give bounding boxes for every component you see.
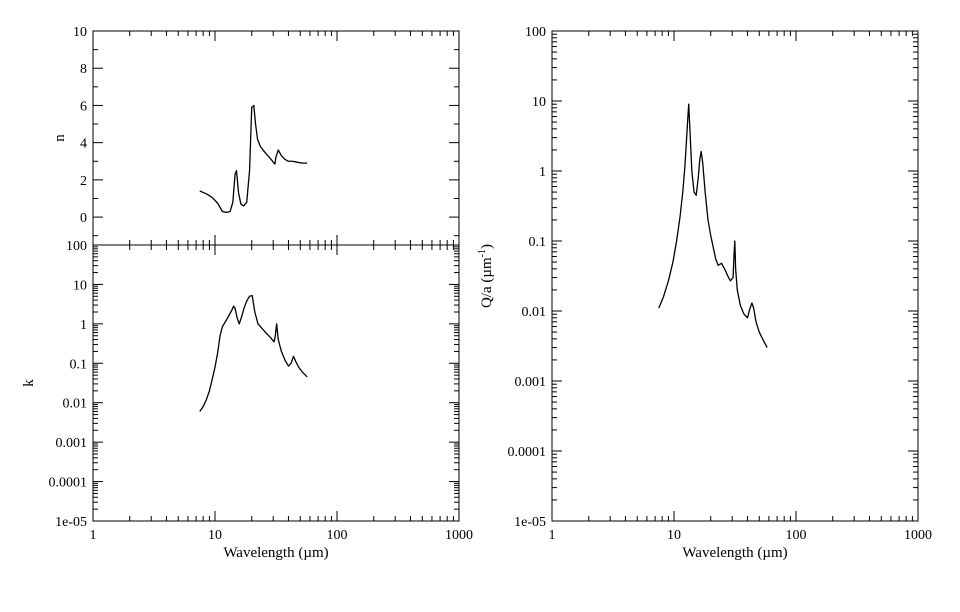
qa-y-tick-label: 0.001 bbox=[515, 375, 547, 390]
k-data-line bbox=[199, 294, 308, 412]
n-y-tick-label: 0 bbox=[80, 211, 87, 226]
qa-y-tick-label: 10 bbox=[532, 95, 546, 110]
qa-curve-layer bbox=[658, 103, 768, 348]
k-x-ticks: 1 10 100 1000 bbox=[90, 245, 473, 543]
k-x-tick-label: 1 bbox=[90, 528, 97, 543]
k-y-tick-label: 10 bbox=[73, 278, 87, 293]
k-y-tick-label: 0.0001 bbox=[49, 476, 88, 491]
qa-y-tick-label: 100 bbox=[525, 25, 546, 40]
k-x-tick-label: 10 bbox=[208, 528, 222, 543]
k-x-axis-label: Wavelength (µm) bbox=[223, 545, 328, 561]
qa-x-tick-label: 10 bbox=[667, 528, 681, 543]
n-curve-layer bbox=[199, 104, 308, 214]
k-y-tick-label: 100 bbox=[66, 239, 87, 254]
k-plot-frame bbox=[92, 244, 460, 522]
n-y-tick-label: 10 bbox=[73, 25, 87, 40]
qa-data-line bbox=[658, 103, 768, 348]
qa-y-axis-label-main: Q/a (µm bbox=[479, 257, 495, 308]
qa-x-tick-label: 1000 bbox=[904, 528, 932, 543]
k-y-tick-label: 0.1 bbox=[70, 357, 88, 372]
qa-plot-frame bbox=[551, 30, 919, 522]
n-plot-frame bbox=[92, 30, 460, 246]
k-y-tick-label: 1 bbox=[80, 318, 87, 333]
k-curve-layer bbox=[199, 294, 308, 412]
n-y-tick-label: 6 bbox=[80, 99, 87, 114]
k-y-tick-label: 0.001 bbox=[56, 436, 88, 451]
k-y-ticks: 1e-05 0.0001 0.001 0.01 0.1 1 10 100 bbox=[49, 239, 459, 530]
qa-y-tick-label: 0.1 bbox=[529, 235, 547, 250]
k-y-tick-label: 1e-05 bbox=[55, 515, 87, 530]
qa-y-tick-label: 1e-05 bbox=[514, 515, 546, 530]
n-data-line bbox=[199, 104, 308, 214]
qa-x-ticks: 1 10 100 1000 bbox=[549, 31, 932, 543]
n-y-tick-label: 4 bbox=[80, 137, 87, 152]
refractive-index-n-panel: 0 2 4 6 8 10 n bbox=[52, 25, 460, 246]
absorption-efficiency-qa-panel: 1 10 100 1000 1e-05 0.0001 0.001 0.01 0.1 1 10 100… bbox=[477, 25, 932, 561]
n-y-tick-label: 8 bbox=[80, 62, 87, 77]
n-y-axis-label: n bbox=[52, 134, 68, 142]
n-x-ticks bbox=[92, 31, 454, 245]
qa-y-ticks: 1e-05 0.0001 0.001 0.01 0.1 1 10 100 bbox=[508, 25, 918, 530]
qa-x-axis-label: Wavelength (µm) bbox=[682, 545, 787, 561]
qa-y-tick-label: 0.0001 bbox=[508, 445, 547, 460]
qa-x-tick-label: 1 bbox=[549, 528, 556, 543]
extinction-coefficient-k-panel: 1 10 100 1000 1e-05 0.0001 0.001 0.01 0.1 1 10 100… bbox=[21, 239, 473, 561]
qa-y-axis-label-superscript: -1 bbox=[477, 249, 488, 257]
qa-y-tick-label: 1 bbox=[539, 165, 546, 180]
qa-x-tick-label: 100 bbox=[786, 528, 807, 543]
k-x-tick-label: 100 bbox=[327, 528, 348, 543]
n-y-tick-label: 2 bbox=[80, 174, 87, 189]
n-y-ticks: 0 2 4 6 8 10 bbox=[73, 25, 459, 237]
k-y-tick-label: 0.01 bbox=[63, 397, 88, 412]
k-y-axis-label: k bbox=[21, 379, 37, 387]
qa-y-tick-label: 0.01 bbox=[522, 305, 547, 320]
qa-y-axis-label: Q/a (µm-1) bbox=[477, 244, 495, 308]
k-x-tick-label: 1000 bbox=[445, 528, 473, 543]
qa-y-axis-label-end: ) bbox=[479, 244, 495, 249]
